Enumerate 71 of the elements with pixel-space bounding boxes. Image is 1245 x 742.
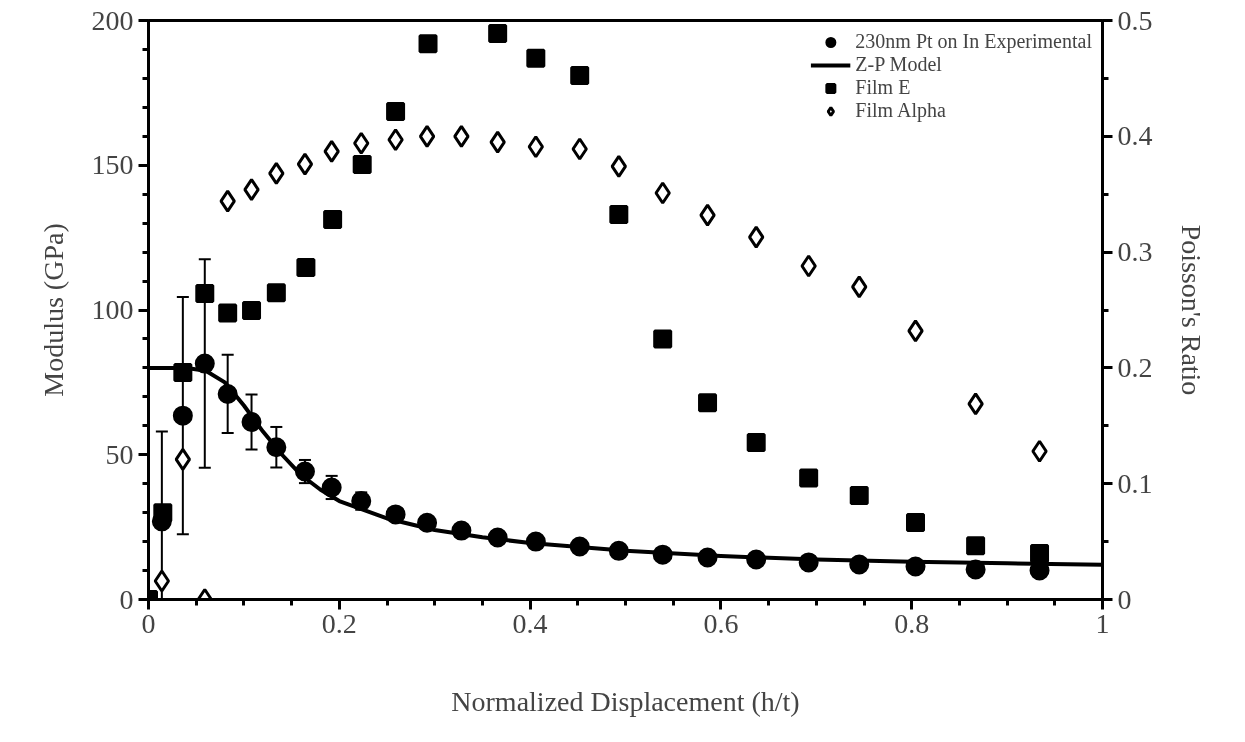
- point: [387, 128, 404, 152]
- y2-tick-label: 0.2: [1117, 351, 1153, 383]
- point: [570, 66, 590, 85]
- point: [296, 257, 316, 277]
- point: [849, 486, 869, 506]
- y2-tick-label: 0.4: [1117, 120, 1153, 152]
- point: [571, 137, 588, 161]
- point: [653, 329, 673, 349]
- point: [266, 283, 286, 303]
- point: [352, 154, 372, 174]
- point: [242, 301, 262, 321]
- x-tick-label: 0.8: [894, 607, 930, 639]
- point: [172, 405, 193, 426]
- point: [967, 392, 984, 416]
- point: [966, 536, 986, 556]
- point: [174, 447, 192, 471]
- point: [153, 569, 171, 593]
- legend-label: Z-P Model: [855, 53, 942, 76]
- point: [296, 152, 314, 176]
- x-tick-label: 1: [1095, 607, 1110, 639]
- point: [1031, 439, 1048, 463]
- point: [800, 254, 817, 278]
- point: [609, 204, 629, 224]
- point: [173, 363, 193, 383]
- point: [195, 284, 215, 303]
- point: [153, 503, 173, 523]
- x-axis-title: Normalized Displacement (h/t): [451, 685, 800, 717]
- y2-tick-label: 0.1: [1117, 467, 1153, 499]
- point: [698, 393, 718, 413]
- point: [610, 154, 627, 178]
- x-tick-label: 0: [141, 607, 156, 639]
- point: [489, 130, 506, 154]
- y-tick-label: 100: [91, 294, 134, 325]
- point: [243, 178, 260, 202]
- y-axis-title: Modulus (GPa): [37, 223, 69, 397]
- x-tick-label: 0.6: [703, 607, 739, 639]
- point: [654, 181, 671, 205]
- point: [323, 139, 340, 163]
- point: [386, 101, 406, 121]
- point: [526, 48, 546, 68]
- point: [218, 303, 238, 323]
- y2-tick-label: 0.5: [1117, 4, 1153, 36]
- legend-label: Film E: [855, 76, 911, 99]
- point: [799, 468, 819, 488]
- point: [418, 34, 438, 54]
- point: [323, 209, 343, 229]
- y2-tick-label: 0: [1117, 583, 1132, 615]
- point: [906, 512, 926, 532]
- y-tick-label: 150: [91, 149, 134, 181]
- point: [746, 433, 766, 453]
- y2-tick-label: 0.3: [1117, 236, 1153, 268]
- point: [219, 189, 236, 213]
- x-tick-label: 0.4: [512, 607, 548, 639]
- point: [527, 135, 544, 159]
- y-tick-label: 200: [91, 4, 134, 36]
- point: [353, 131, 370, 155]
- point: [488, 24, 508, 44]
- y-tick-label: 50: [105, 438, 134, 470]
- x-tick-label: 0.2: [321, 607, 357, 639]
- point: [1030, 543, 1050, 563]
- y-tick-label: 0: [119, 583, 134, 615]
- legend-label: Film Alpha: [855, 99, 946, 122]
- point: [907, 319, 924, 343]
- point: [748, 225, 765, 249]
- point: [418, 124, 436, 148]
- point: [453, 124, 470, 148]
- y2-axis-title: Poisson's Ratio: [1175, 224, 1207, 396]
- point: [851, 275, 868, 299]
- legend-label: 230nm Pt on In Experimental: [855, 30, 1092, 53]
- point: [699, 203, 716, 227]
- point: [268, 161, 285, 185]
